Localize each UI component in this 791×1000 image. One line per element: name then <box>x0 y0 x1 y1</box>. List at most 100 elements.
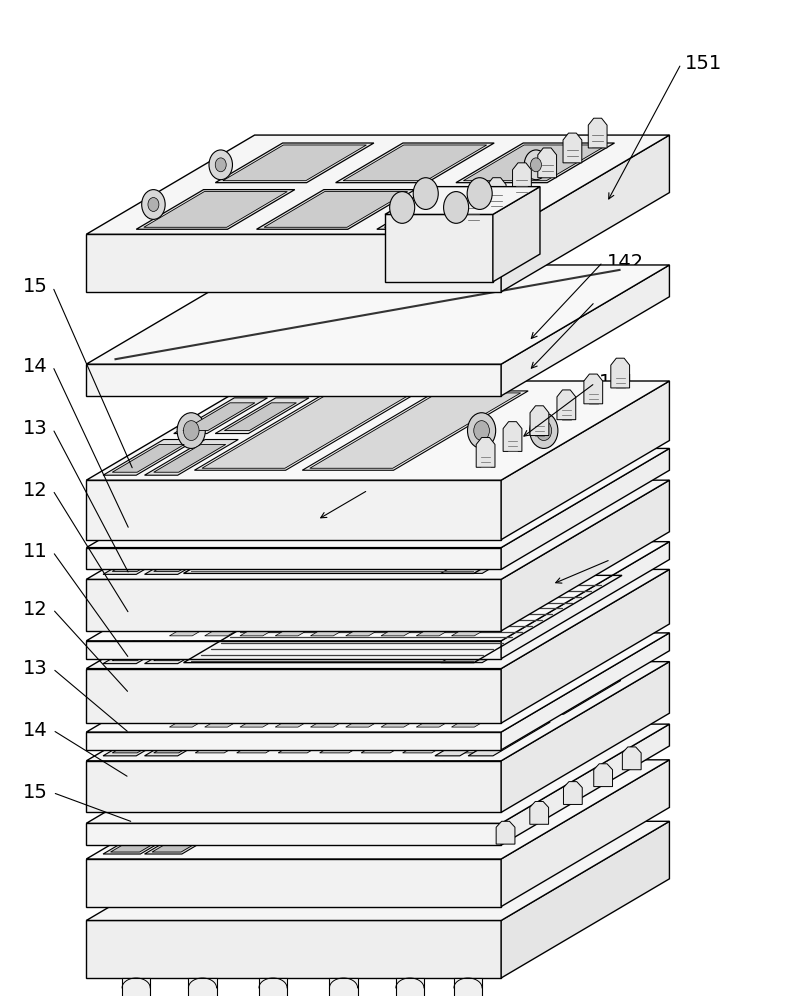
Polygon shape <box>623 747 642 770</box>
Polygon shape <box>225 403 297 431</box>
Polygon shape <box>111 829 178 852</box>
Polygon shape <box>259 978 287 1000</box>
Text: 131: 131 <box>599 292 636 311</box>
Text: 11: 11 <box>23 542 47 561</box>
Polygon shape <box>385 187 540 214</box>
Polygon shape <box>215 497 309 533</box>
Text: 14: 14 <box>23 357 47 376</box>
Polygon shape <box>238 749 346 798</box>
Polygon shape <box>452 626 491 636</box>
Polygon shape <box>86 669 501 723</box>
Polygon shape <box>238 473 346 523</box>
Polygon shape <box>136 190 295 229</box>
Polygon shape <box>112 633 184 661</box>
Polygon shape <box>203 473 310 523</box>
Polygon shape <box>485 473 592 523</box>
Polygon shape <box>344 473 451 523</box>
Polygon shape <box>240 717 279 727</box>
Polygon shape <box>112 444 184 472</box>
Polygon shape <box>103 628 197 664</box>
Text: 121: 121 <box>599 373 636 392</box>
Polygon shape <box>86 760 669 859</box>
Polygon shape <box>86 480 669 579</box>
Polygon shape <box>145 628 238 664</box>
Polygon shape <box>308 749 416 798</box>
Polygon shape <box>310 717 350 727</box>
Polygon shape <box>516 547 555 557</box>
Polygon shape <box>476 438 495 467</box>
Polygon shape <box>112 544 184 571</box>
Text: 13: 13 <box>23 419 47 438</box>
Polygon shape <box>454 978 482 1000</box>
Text: 141: 141 <box>615 550 652 569</box>
Polygon shape <box>485 749 592 798</box>
Circle shape <box>531 158 542 172</box>
Polygon shape <box>103 539 197 574</box>
Polygon shape <box>371 561 494 621</box>
Circle shape <box>464 198 474 211</box>
Polygon shape <box>86 542 669 641</box>
Polygon shape <box>145 440 238 475</box>
Circle shape <box>215 158 226 172</box>
Polygon shape <box>452 717 491 727</box>
Circle shape <box>467 413 496 448</box>
Polygon shape <box>377 190 536 229</box>
Polygon shape <box>487 178 506 207</box>
Polygon shape <box>346 717 385 727</box>
Polygon shape <box>551 638 591 648</box>
Polygon shape <box>169 795 237 817</box>
Polygon shape <box>225 591 297 619</box>
Polygon shape <box>145 826 229 854</box>
Polygon shape <box>205 626 244 636</box>
Polygon shape <box>468 722 551 756</box>
Polygon shape <box>103 440 197 475</box>
Polygon shape <box>445 547 485 557</box>
Polygon shape <box>501 448 669 569</box>
Polygon shape <box>516 638 555 648</box>
Polygon shape <box>304 638 343 648</box>
Polygon shape <box>308 473 416 523</box>
Polygon shape <box>86 823 501 845</box>
Polygon shape <box>435 722 517 756</box>
Polygon shape <box>86 821 669 920</box>
Polygon shape <box>205 717 244 727</box>
Polygon shape <box>339 638 379 648</box>
Polygon shape <box>381 626 421 636</box>
Polygon shape <box>586 547 626 557</box>
Polygon shape <box>195 391 420 470</box>
Polygon shape <box>375 638 414 648</box>
Polygon shape <box>530 406 549 436</box>
Polygon shape <box>202 393 413 468</box>
Circle shape <box>444 192 468 223</box>
Text: 15: 15 <box>23 277 48 296</box>
Polygon shape <box>174 398 267 434</box>
Polygon shape <box>381 717 421 727</box>
Polygon shape <box>278 670 448 753</box>
Polygon shape <box>211 795 278 817</box>
Text: 122: 122 <box>372 481 409 500</box>
Text: 151: 151 <box>685 54 722 73</box>
Polygon shape <box>153 444 225 472</box>
Polygon shape <box>416 626 456 636</box>
Polygon shape <box>407 561 530 621</box>
Polygon shape <box>275 717 315 727</box>
Polygon shape <box>86 448 669 548</box>
Polygon shape <box>403 670 573 753</box>
Polygon shape <box>86 135 669 234</box>
Polygon shape <box>414 749 521 798</box>
Circle shape <box>142 190 165 219</box>
Polygon shape <box>153 633 225 661</box>
Polygon shape <box>86 265 669 364</box>
Polygon shape <box>240 626 279 636</box>
Polygon shape <box>414 473 521 523</box>
Polygon shape <box>441 653 566 712</box>
Polygon shape <box>162 792 247 819</box>
Polygon shape <box>563 133 582 163</box>
Polygon shape <box>320 670 490 753</box>
Polygon shape <box>183 403 255 431</box>
Polygon shape <box>152 829 220 852</box>
Circle shape <box>184 421 199 440</box>
Polygon shape <box>375 547 414 557</box>
Polygon shape <box>86 920 501 978</box>
Polygon shape <box>594 764 612 787</box>
